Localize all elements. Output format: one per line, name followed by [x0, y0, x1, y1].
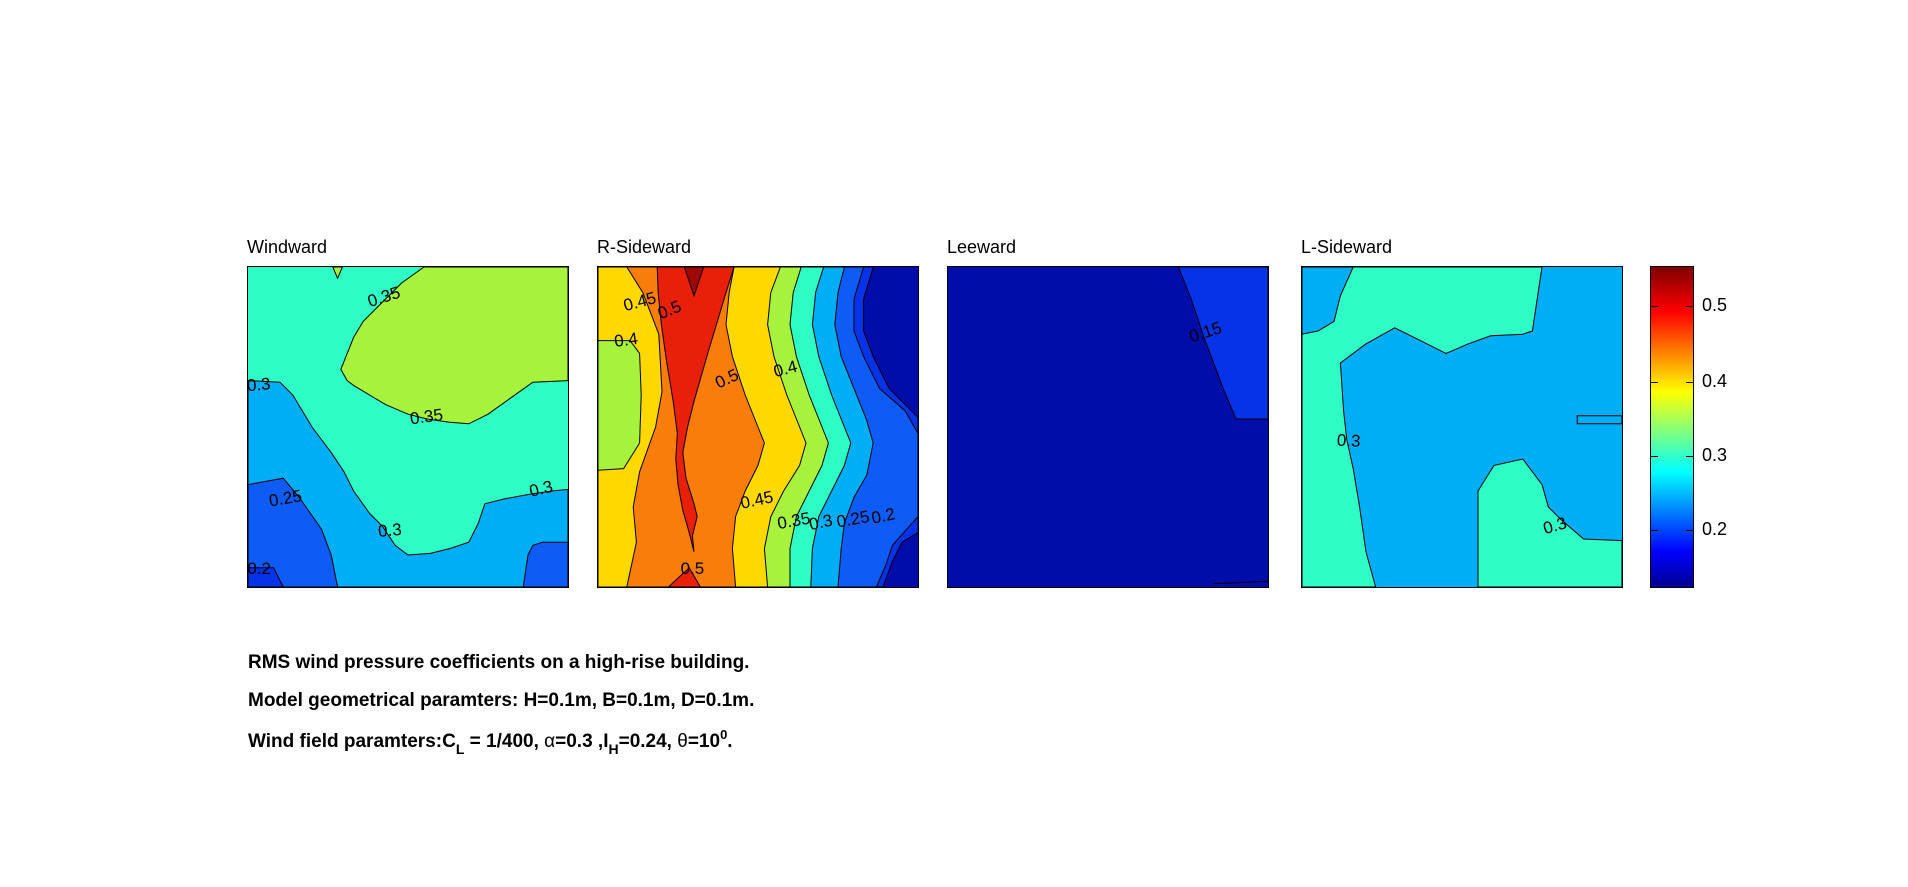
contour-label: 0.4 [613, 329, 639, 351]
colorbar-tick [1686, 456, 1693, 457]
leeward-contour-svg: 0.15 [948, 267, 1268, 587]
contour-label: 0.3 [807, 511, 834, 534]
l-sideward-contour-svg: 0.3 0.3 [1302, 267, 1622, 587]
caption-superscript-0: 0 [720, 727, 728, 742]
band-gt-0.55 [684, 267, 703, 296]
caption-alpha-symbol: α [544, 731, 556, 752]
panel-title-leeward: Leeward [947, 237, 1017, 257]
band-0.50-0.55 [657, 267, 734, 552]
caption-line-2: Model geometrical paramters: H=0.1m, B=0… [248, 690, 755, 711]
band-0.50-bottom [668, 568, 700, 587]
contour-label: 0.2 [247, 559, 271, 578]
band-0.35-0.40-left [598, 341, 641, 471]
contour-sliver [1577, 416, 1622, 424]
band-0.25-0.30 [248, 381, 568, 587]
contour-label: 0.5 [681, 559, 705, 578]
caption-subscript-H: H [608, 741, 619, 757]
colorbar-tick [1686, 306, 1693, 307]
r-sideward-contour-svg: 0.45 0.5 0.4 0.5 0.4 0.45 0.35 0.3 0.25 … [598, 267, 918, 587]
colorbar-tick [1651, 530, 1658, 531]
caption-subscript-L: L [455, 741, 465, 757]
colorbar-tick [1651, 456, 1658, 457]
band-0.30-0.35 [1302, 267, 1542, 587]
contour-label: 0.3 [246, 374, 271, 395]
colorbar-tick [1651, 306, 1658, 307]
band-0.30-0.35-bottom [1478, 459, 1622, 587]
leeward-plot: 0.15 [947, 266, 1269, 588]
panel-title-windward: Windward [247, 237, 328, 257]
colorbar-tick [1686, 530, 1693, 531]
colorbar [1650, 266, 1694, 588]
colorbar-tick-label: 0.5 [1702, 295, 1728, 315]
band-0.25-0.30-corner [1302, 267, 1353, 334]
colorbar-tick-label: 0.3 [1702, 445, 1728, 465]
band-0.15-0.20 [248, 568, 283, 587]
band-0.20-0.25-corner [523, 542, 568, 587]
panel-title-r-sideward: R-Sideward [597, 237, 692, 257]
caption-segment: . [727, 731, 733, 752]
caption-theta-symbol: θ [677, 731, 688, 752]
contour-label: 0.35 [409, 405, 444, 428]
contour-label: 0.3 [377, 520, 402, 541]
contour-sliver [1214, 581, 1268, 584]
caption-segment: =10 [687, 731, 721, 752]
colorbar-tick [1651, 382, 1658, 383]
contour-label: 0.2 [870, 504, 897, 527]
caption-line-1: RMS wind pressure coefficients on a high… [248, 652, 750, 673]
colorbar-tick-label: 0.2 [1702, 519, 1728, 539]
contour-notch [333, 267, 343, 278]
panel-title-l-sideward: L-Sideward [1301, 237, 1393, 257]
colorbar-tick [1686, 382, 1693, 383]
colorbar-tick-label: 0.4 [1702, 371, 1728, 391]
band-0.15-0.20 [1178, 267, 1268, 419]
caption-segment: =0.24, [618, 731, 678, 752]
windward-contour-svg: 0.35 0.3 0.35 0.25 0.3 0.3 0.2 [246, 267, 568, 587]
caption-segment: = 1/400, [464, 731, 545, 752]
caption-line-3: Wind field paramters:CL = 1/400, α=0.3 ,… [248, 727, 733, 757]
contour-label: 0.3 [1336, 431, 1361, 451]
band-0.35-0.40 [341, 267, 568, 424]
caption-segment: Wind field paramters:C [248, 731, 456, 752]
r-sideward-plot: 0.45 0.5 0.4 0.5 0.4 0.45 0.35 0.3 0.25 … [597, 266, 919, 588]
caption-segment: =0.3 ,I [555, 731, 609, 752]
l-sideward-plot: 0.3 0.3 [1301, 266, 1623, 588]
windward-plot: 0.35 0.3 0.35 0.25 0.3 0.3 0.2 [246, 266, 569, 588]
